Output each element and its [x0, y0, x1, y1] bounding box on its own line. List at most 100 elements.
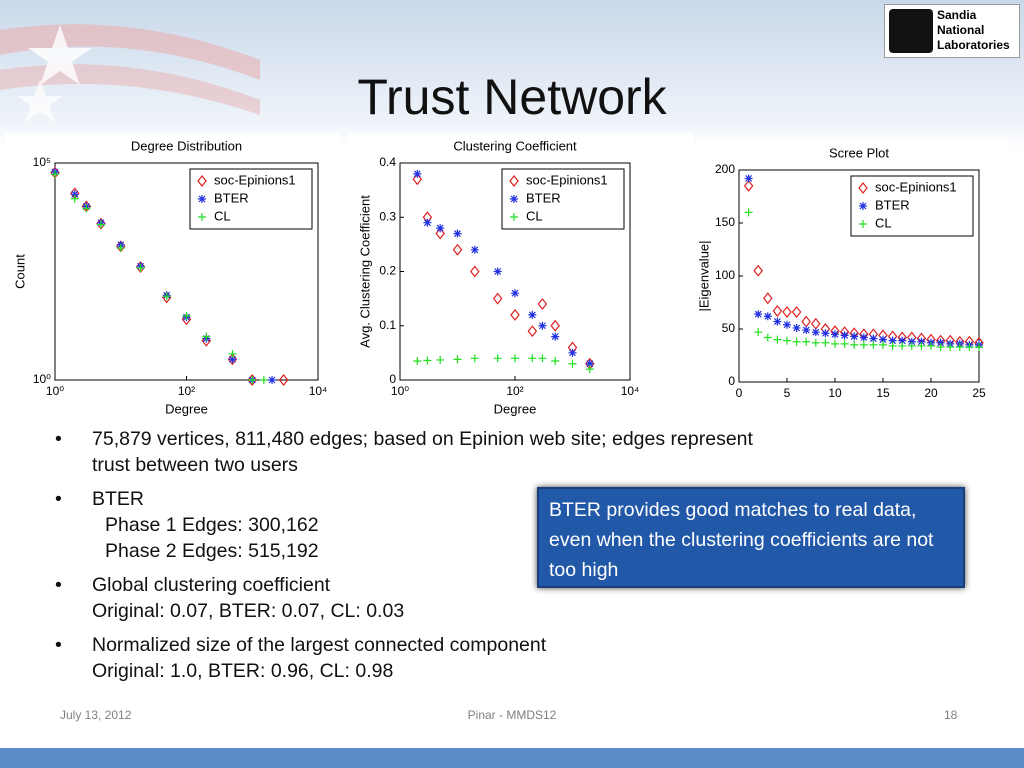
marker [763, 333, 772, 342]
marker [452, 243, 463, 256]
marker [936, 343, 945, 352]
marker [423, 356, 432, 365]
logo-icon [889, 9, 933, 53]
y-tick-label: 0.2 [379, 264, 396, 278]
marker [831, 330, 839, 339]
x-axis-label: Degree [165, 401, 208, 416]
y-tick-label: 0.3 [379, 209, 396, 223]
legend-label: BTER [526, 190, 561, 205]
legend-label: soc-Epinions1 [875, 179, 957, 194]
marker [753, 264, 763, 277]
marker [773, 317, 782, 326]
marker [453, 355, 462, 364]
marker [227, 353, 238, 366]
marker [70, 194, 79, 203]
x-axis-label: Degree [494, 401, 537, 416]
legend-label: CL [214, 208, 231, 223]
marker [538, 354, 547, 363]
marker [116, 244, 125, 253]
y-tick-label: 0.4 [379, 155, 396, 169]
y-tick-label: 0.1 [379, 318, 396, 332]
marker [70, 190, 79, 199]
marker [975, 343, 983, 352]
footer-page: 18 [944, 708, 958, 722]
legend-marker [510, 195, 518, 203]
marker [802, 326, 811, 335]
marker [413, 169, 422, 178]
marker [436, 224, 445, 233]
bullet: 75,879 vertices, 811,480 edges; based on… [55, 426, 753, 478]
marker [763, 292, 773, 305]
marker [423, 218, 432, 227]
marker [248, 376, 257, 384]
marker [96, 217, 106, 230]
bullet-text: Phase 2 Edges: 515,192 [105, 540, 319, 562]
legend [189, 168, 313, 230]
marker [550, 319, 560, 332]
x-tick-label: 0 [736, 386, 743, 400]
marker [436, 355, 445, 364]
marker [783, 336, 791, 345]
chart-title: Degree Distribution [131, 138, 242, 153]
legend-marker [198, 213, 206, 221]
marker [493, 267, 502, 276]
bullet-text: Original: 0.07, BTER: 0.07, CL: 0.03 [92, 600, 405, 622]
marker [831, 339, 839, 348]
logo-text: Laboratories [937, 38, 1010, 52]
marker [955, 343, 964, 352]
marker [840, 331, 849, 340]
chart-title: Scree Plot [829, 145, 889, 160]
y-axis-label: |Eigenvalue| [697, 240, 711, 311]
marker [268, 376, 277, 384]
callout: BTER provides good matches to real data,… [537, 487, 965, 588]
bullet-text: Original: 1.0, BTER: 0.96, CL: 0.98 [92, 660, 394, 682]
marker [82, 204, 91, 213]
slide-title: Trust Network [357, 69, 667, 125]
marker [859, 333, 868, 342]
bullet: BTER Phase 1 Edges: 300,162 Phase 2 Edges:… [55, 486, 753, 564]
x-tick-label: 10² [506, 384, 523, 398]
marker [792, 323, 801, 332]
marker [850, 332, 859, 341]
legend [501, 168, 625, 230]
y-axis-label: Avg. Clustering Coefficient [357, 195, 372, 348]
x-tick-label: 10² [178, 384, 195, 398]
marker [136, 264, 145, 273]
marker [782, 306, 792, 319]
marker [907, 341, 916, 350]
marker [743, 179, 754, 192]
marker [51, 170, 59, 179]
marker [470, 354, 479, 363]
marker [259, 376, 268, 384]
marker [917, 341, 926, 350]
marker [763, 312, 772, 321]
logo-text: Sandia [937, 8, 977, 22]
marker [162, 292, 171, 301]
marker [228, 355, 237, 364]
y-tick-label: 10⁰ [33, 372, 51, 386]
chart: Degree Distribution 10⁰ 10² 10⁴ 10⁰ 10⁵ Degree… [5, 133, 340, 423]
chart-title: Clustering Coefficient [453, 138, 577, 153]
marker [917, 337, 926, 346]
marker [802, 337, 811, 346]
marker [470, 265, 480, 278]
marker [493, 354, 502, 363]
x-tick-label: 10 [828, 386, 842, 400]
x-tick-label: 10⁰ [391, 384, 409, 398]
bullet-text: Global clustering coefficient [92, 574, 331, 596]
bullet-list: 75,879 vertices, 811,480 edges; based on… [55, 426, 753, 692]
y-tick-label: 200 [715, 162, 735, 176]
legend-label: CL [875, 215, 892, 230]
bullet-text: Phase 1 Edges: 300,162 [105, 514, 319, 536]
bullet: Global clustering coefficient Original: 0… [55, 572, 753, 624]
chart: Clustering Coefficient 10⁰ 10² 10⁴ 0 0.1 0.2 0.… [348, 133, 693, 423]
marker [492, 292, 503, 305]
legend-marker [509, 175, 519, 187]
y-tick-label: 10⁵ [33, 155, 51, 169]
marker [772, 305, 783, 317]
marker [888, 336, 897, 345]
footer-date: July 13, 2012 [60, 708, 132, 722]
x-tick-label: 25 [972, 386, 986, 400]
marker [898, 336, 907, 345]
